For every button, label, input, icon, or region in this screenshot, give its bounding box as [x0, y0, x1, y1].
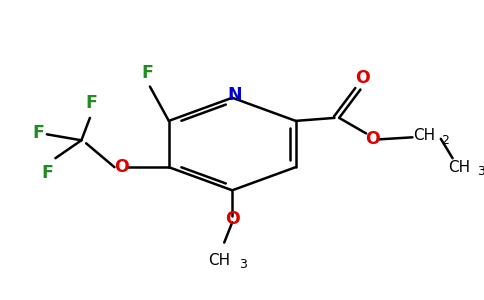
Text: 2: 2 [441, 134, 450, 147]
Text: F: F [141, 64, 153, 82]
Text: O: O [355, 69, 370, 87]
Text: CH: CH [449, 160, 471, 175]
Text: O: O [114, 158, 129, 176]
Text: CH: CH [209, 253, 230, 268]
Text: 3: 3 [239, 259, 247, 272]
Text: F: F [41, 164, 53, 182]
Text: O: O [225, 210, 240, 228]
Text: N: N [227, 86, 242, 104]
Text: CH: CH [413, 128, 435, 143]
Text: O: O [365, 130, 379, 148]
Text: F: F [85, 94, 97, 112]
Text: 3: 3 [477, 165, 484, 178]
Text: F: F [32, 124, 44, 142]
